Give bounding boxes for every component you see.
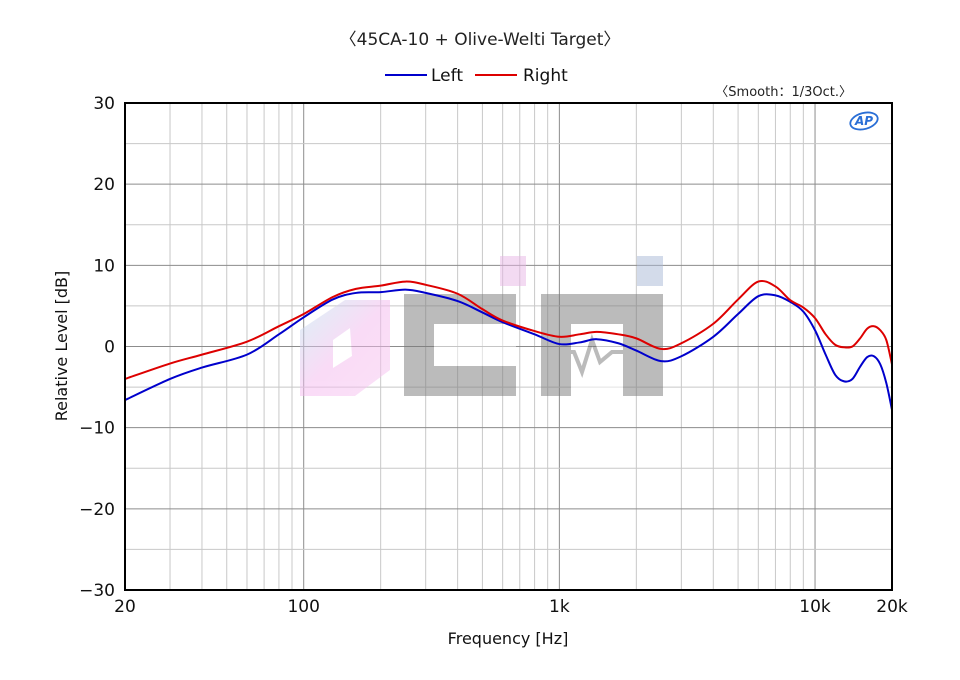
legend: Left Right <box>385 66 568 86</box>
y-tick-label: 0 <box>104 338 115 358</box>
legend-label-right: Right <box>523 66 568 86</box>
y-tick-label: −30 <box>79 581 115 601</box>
x-tick-labels: 20 100 1k 10k 20k <box>114 597 908 617</box>
y-tick-label: 10 <box>93 256 115 276</box>
y-tick-label: 30 <box>93 94 115 114</box>
ap-logo: AP <box>849 111 879 131</box>
series-line-right <box>124 279 893 380</box>
y-axis-label: Relative Level [dB] <box>52 271 71 422</box>
legend-label-left: Left <box>431 66 463 86</box>
x-axis-label: Frequency [Hz] <box>448 629 569 648</box>
y-tick-label: 20 <box>93 175 115 195</box>
x-tick-label: 20 <box>114 597 136 617</box>
y-tick-label: −10 <box>79 419 115 439</box>
smoothing-note: 〈Smooth：1/3Oct.〉 <box>715 85 852 100</box>
x-tick-label: 10k <box>799 597 831 617</box>
curves <box>124 279 893 411</box>
watermark-logo <box>300 256 663 396</box>
x-tick-label: 20k <box>876 597 908 617</box>
plot-frame <box>124 102 893 591</box>
svg-text:AP: AP <box>854 114 873 128</box>
y-tick-label: −20 <box>79 500 115 520</box>
series-line-left <box>124 288 893 411</box>
x-tick-label: 1k <box>549 597 570 617</box>
x-tick-label: 100 <box>287 597 319 617</box>
y-tick-labels: 30 20 10 0 −10 −20 −30 <box>79 94 115 601</box>
chart-title: 〈45CA-10 + Olive-Welti Target〉 <box>340 30 621 50</box>
